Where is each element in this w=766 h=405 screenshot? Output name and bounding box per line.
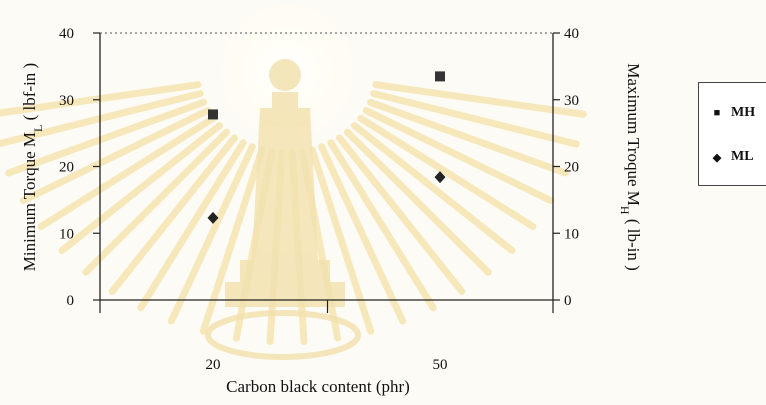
y-tick-label-left: 30 <box>59 93 74 109</box>
x-tick-label: 20 <box>206 357 221 373</box>
y-tick-label-right: 40 <box>564 26 579 42</box>
y-tick-label-left: 0 <box>67 293 75 309</box>
x-axis-title: Carbon black content (phr) <box>226 377 410 396</box>
y-tick-label-right: 0 <box>564 293 572 309</box>
y-tick-label-left: 10 <box>59 226 74 242</box>
legend: ■ MH ◆ ML <box>698 82 766 186</box>
data-point-ml <box>207 211 219 224</box>
y-axis-title-left: Minimum Torque ML ( lbf-in ) <box>20 63 45 271</box>
legend-item-mh: ■ MH <box>711 105 755 121</box>
chart-axes <box>93 32 560 313</box>
y-tick-label-right: 20 <box>564 160 579 176</box>
chart-labels: 0 0 10 10 20 20 30 30 40 40 20 50 Carbon black conte… <box>20 26 643 396</box>
y-tick-label-left: 20 <box>59 160 74 176</box>
y-axis-title-right: Maximum Troque MH ( lb-in ) <box>618 63 643 271</box>
x-tick-label: 50 <box>433 357 448 373</box>
data-point-ml <box>434 171 446 184</box>
legend-label-ml: ML <box>731 149 754 164</box>
diamond-icon: ◆ <box>712 151 722 164</box>
chart-marks <box>207 71 446 224</box>
data-point-mh <box>208 109 218 120</box>
y-tick-label-left: 40 <box>59 26 74 42</box>
y-tick-label-right: 30 <box>564 93 579 109</box>
square-icon: ■ <box>713 107 721 119</box>
legend-item-ml: ◆ ML <box>711 149 754 165</box>
y-tick-label-right: 10 <box>564 226 579 242</box>
legend-label-mh: MH <box>731 105 756 120</box>
data-point-mh <box>435 71 445 82</box>
